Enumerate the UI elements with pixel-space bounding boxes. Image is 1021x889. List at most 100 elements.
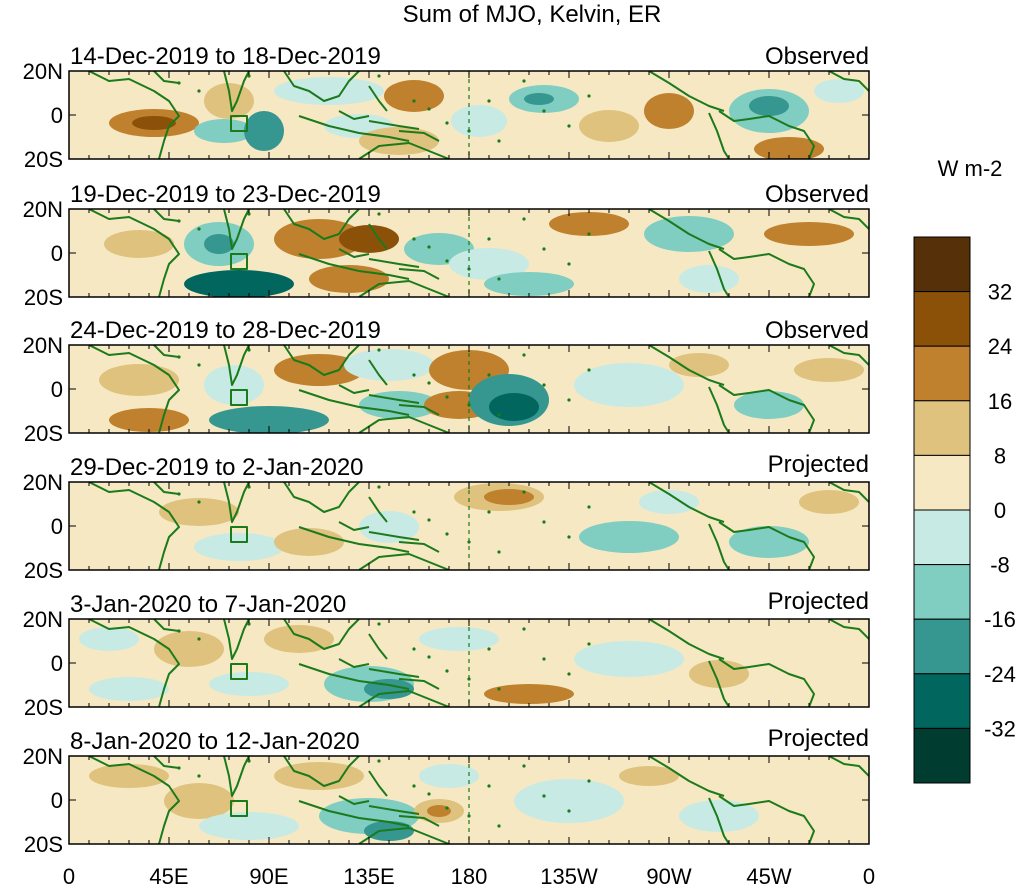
island-dot <box>377 348 381 352</box>
panel-5-lat-label: 20N <box>23 607 63 632</box>
colorbar-swatch <box>913 345 971 402</box>
island-dot <box>587 94 591 98</box>
island-dot <box>197 89 201 93</box>
island-dot <box>522 627 526 631</box>
island-dot <box>247 485 251 489</box>
coastline <box>358 690 450 707</box>
coastline <box>718 658 815 707</box>
island-dot <box>542 520 546 524</box>
coastline <box>358 553 450 570</box>
coastline <box>718 795 815 844</box>
coastline <box>358 416 450 433</box>
island-dot <box>542 794 546 798</box>
panel-4-lat-label: 20S <box>24 558 63 583</box>
island-dot <box>177 219 181 223</box>
coastline <box>368 496 388 523</box>
coastline <box>368 633 388 660</box>
colorbar: W m-2 32 24 16 8 0 -8 -16 -24 -32 <box>913 156 1016 784</box>
coastline <box>368 805 420 815</box>
coastline <box>368 668 420 678</box>
panel-4-date-range: 29-Dec-2019 to 2-Jan-2020 <box>70 454 364 481</box>
coastline <box>708 250 730 297</box>
lon-label: 180 <box>451 864 488 889</box>
lon-label: 90W <box>646 864 691 889</box>
coastline <box>338 521 370 531</box>
coastline <box>338 384 370 394</box>
colorbar-swatch <box>913 509 971 566</box>
coastline <box>648 345 725 386</box>
island-dot <box>177 629 181 633</box>
coastline <box>153 756 180 769</box>
island-dot <box>197 500 201 504</box>
coastline <box>298 526 410 553</box>
colorbar-tick-label: -24 <box>984 662 1016 687</box>
colorbar-swatch <box>913 291 971 347</box>
panel-1-lat-label: 0 <box>51 103 63 128</box>
panel-5-overlay: 20N 0 20S <box>23 607 870 720</box>
panel-3-date-range: 24-Dec-2019 to 28-Dec-2019 <box>70 317 381 344</box>
panel-6-status: Projected <box>768 725 869 752</box>
panel-4-status: Projected <box>768 451 869 478</box>
colorbar-tick-label: 24 <box>988 334 1012 359</box>
coastline <box>230 800 248 817</box>
island-dot <box>567 809 571 813</box>
coastline <box>718 384 815 433</box>
colorbar-swatch <box>913 618 971 675</box>
coastline <box>88 345 180 433</box>
island-dot <box>567 672 571 676</box>
coastline <box>648 756 725 797</box>
colorbar-tick-label: 16 <box>988 389 1012 414</box>
coastline <box>223 345 250 386</box>
colorbar-swatch <box>913 727 971 784</box>
island-dot <box>427 245 431 249</box>
coastline <box>223 756 250 797</box>
coastline <box>718 521 815 570</box>
panel-4-lat-label: 20N <box>23 470 63 495</box>
figure-title: Sum of MJO, Kelvin, ER <box>403 1 662 28</box>
panel-5-status: Projected <box>768 588 869 615</box>
island-dot <box>522 217 526 221</box>
island-dot <box>497 824 501 828</box>
island-dot <box>567 535 571 539</box>
island-dot <box>197 363 201 367</box>
island-dot <box>522 490 526 494</box>
island-dot <box>587 505 591 509</box>
coastline <box>298 663 410 690</box>
coastline <box>298 253 410 280</box>
island-dot <box>247 212 251 216</box>
island-dot <box>197 637 201 641</box>
coastline <box>223 71 250 112</box>
coastline <box>230 389 248 406</box>
coastline <box>223 619 250 660</box>
panel-2-lat-label: 20N <box>23 197 63 222</box>
coastline <box>358 142 450 159</box>
coastline <box>368 531 420 541</box>
island-dot <box>497 550 501 554</box>
colorbar-tick-label: 0 <box>994 498 1006 523</box>
island-dot <box>377 74 381 78</box>
island-dot <box>412 784 416 788</box>
island-dot <box>412 510 416 514</box>
panel-3-status: Observed <box>765 317 869 344</box>
island-dot <box>445 395 449 399</box>
coastline <box>153 71 180 84</box>
coastline <box>153 345 180 358</box>
island-dot <box>497 687 501 691</box>
panel-5-lat-label: 20S <box>24 695 63 720</box>
colorbar-tick-label: -8 <box>990 553 1010 578</box>
coastline <box>828 345 869 366</box>
coastline <box>283 619 360 650</box>
island-dot <box>487 237 491 241</box>
island-dot <box>427 381 431 385</box>
panel-1-lat-label: 20S <box>24 147 63 172</box>
coastline <box>718 248 815 297</box>
panel-3-lat-label: 20S <box>24 421 63 446</box>
island-dot <box>412 99 416 103</box>
coastline <box>88 71 180 159</box>
panel-5-date-range: 3-Jan-2020 to 7-Jan-2020 <box>70 591 346 618</box>
coastline <box>230 115 248 132</box>
island-dot <box>497 277 501 281</box>
island-dot <box>377 212 381 216</box>
coastline <box>368 85 388 112</box>
island-dot <box>412 373 416 377</box>
